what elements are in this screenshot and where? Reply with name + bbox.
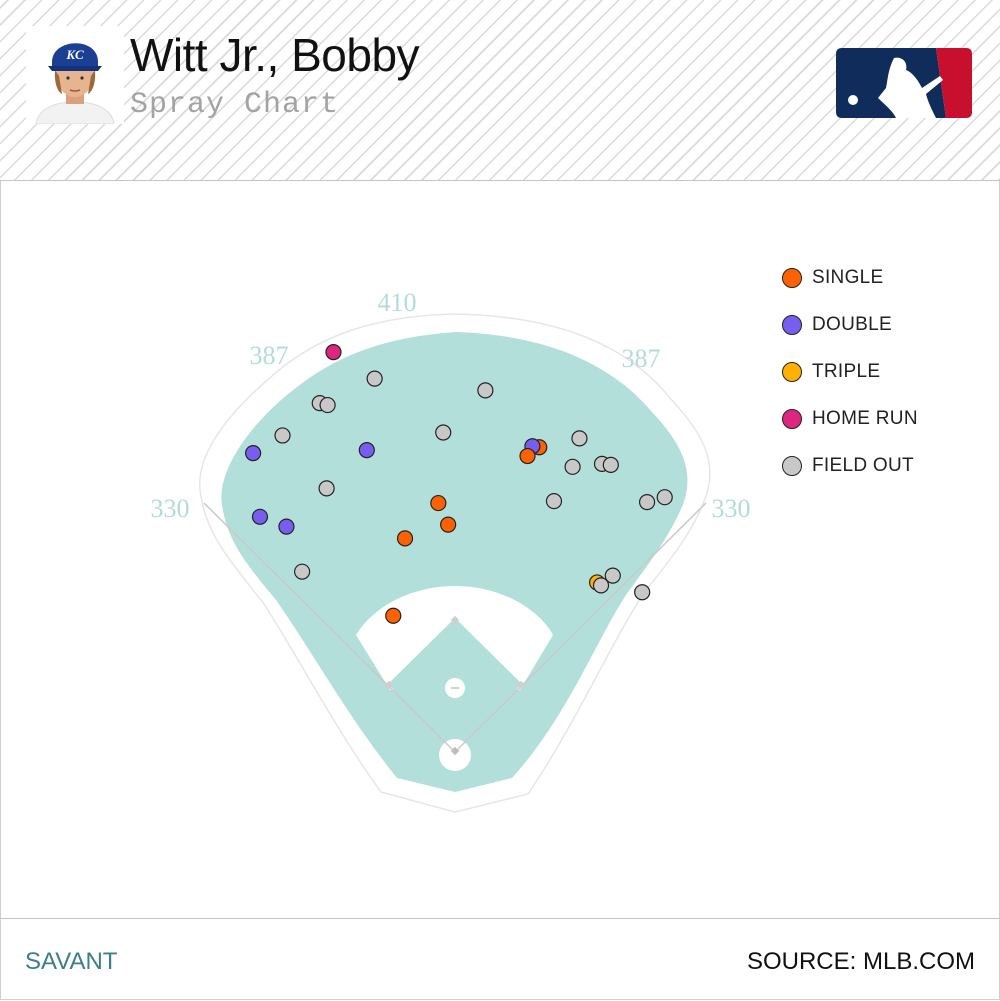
chart-header: KC Witt Jr., Bobby Spray Chart xyxy=(0,0,1000,181)
first-base xyxy=(516,680,526,690)
batted-ball-single xyxy=(396,530,414,547)
distance-label-right-center: 387 xyxy=(622,344,661,373)
batted-ball-single xyxy=(519,447,536,465)
batted-ball-home-run xyxy=(325,344,342,361)
outfield-grass xyxy=(221,332,688,792)
legend-swatch-home-run xyxy=(782,408,802,429)
player-headshot: KC xyxy=(26,26,124,124)
batted-ball-double xyxy=(358,442,375,459)
savant-label: SAVANT xyxy=(25,948,118,975)
legend-swatch-single xyxy=(782,267,802,288)
batted-ball-field-out xyxy=(274,427,291,444)
distance-label-left-center: 387 xyxy=(250,341,289,370)
batted-ball-field-out xyxy=(319,396,336,414)
legend-swatch-field-out xyxy=(782,455,802,476)
legend-item-triple: TRIPLE xyxy=(782,348,918,395)
legend-swatch-double xyxy=(782,314,802,335)
cap-logo: KC xyxy=(65,47,84,62)
batted-ball-double xyxy=(278,518,295,535)
third-base xyxy=(384,680,394,690)
batted-ball-double xyxy=(251,508,269,525)
batted-ball-field-out xyxy=(638,494,656,511)
legend-label: TRIPLE xyxy=(812,360,881,382)
legend-swatch-triple xyxy=(782,361,802,382)
batted-ball-single xyxy=(440,516,457,533)
pitchers-rubber xyxy=(451,687,459,689)
home-plate xyxy=(450,746,460,756)
legend-item-field-out: FIELD OUT xyxy=(782,442,918,489)
left-foul-line xyxy=(203,502,456,753)
batted-ball-field-out xyxy=(564,458,581,475)
batted-ball-field-out xyxy=(602,456,619,473)
legend-item-double: DOUBLE xyxy=(782,301,918,348)
batted-ball-field-out xyxy=(634,584,651,601)
batted-ball-field-out xyxy=(294,563,311,580)
batted-ball-field-out xyxy=(435,424,452,441)
batted-ball-field-out xyxy=(366,370,383,387)
legend-label: SINGLE xyxy=(812,266,884,288)
second-base xyxy=(450,615,460,625)
batted-ball-single xyxy=(385,607,402,624)
right-foul-line xyxy=(454,502,707,753)
mlb-logo xyxy=(836,48,972,118)
legend-label: DOUBLE xyxy=(812,313,892,335)
distance-label-center: 410 xyxy=(378,288,417,317)
chart-subtitle: Spray Chart xyxy=(130,88,340,122)
batted-ball-field-out xyxy=(571,430,588,447)
spray-chart-field: 410 387 387 330 330 xyxy=(151,288,751,813)
legend-item-home-run: HOME RUN xyxy=(782,395,918,442)
chart-legend: SINGLE DOUBLE TRIPLE HOME RUN FIELD OUT xyxy=(782,254,918,489)
legend-label: FIELD OUT xyxy=(812,454,914,476)
batted-ball-points xyxy=(245,344,673,624)
batted-ball-field-out xyxy=(318,480,335,497)
distance-label-left-line: 330 xyxy=(151,494,190,523)
batted-ball-field-out xyxy=(656,489,673,506)
chart-footer: SAVANT SOURCE: MLB.COM xyxy=(0,918,1000,1001)
batted-ball-double xyxy=(245,445,262,462)
batted-ball-single xyxy=(430,494,447,512)
source-label: SOURCE: MLB.COM xyxy=(746,948,975,975)
batted-ball-field-out xyxy=(477,382,494,399)
distance-label-right-line: 330 xyxy=(712,494,751,523)
batted-ball-field-out xyxy=(592,577,610,594)
batted-ball-field-out xyxy=(604,567,621,584)
legend-label: HOME RUN xyxy=(812,407,918,429)
legend-item-single: SINGLE xyxy=(782,254,918,301)
player-name: Witt Jr., Bobby xyxy=(130,29,420,81)
batted-ball-field-out xyxy=(545,493,563,510)
